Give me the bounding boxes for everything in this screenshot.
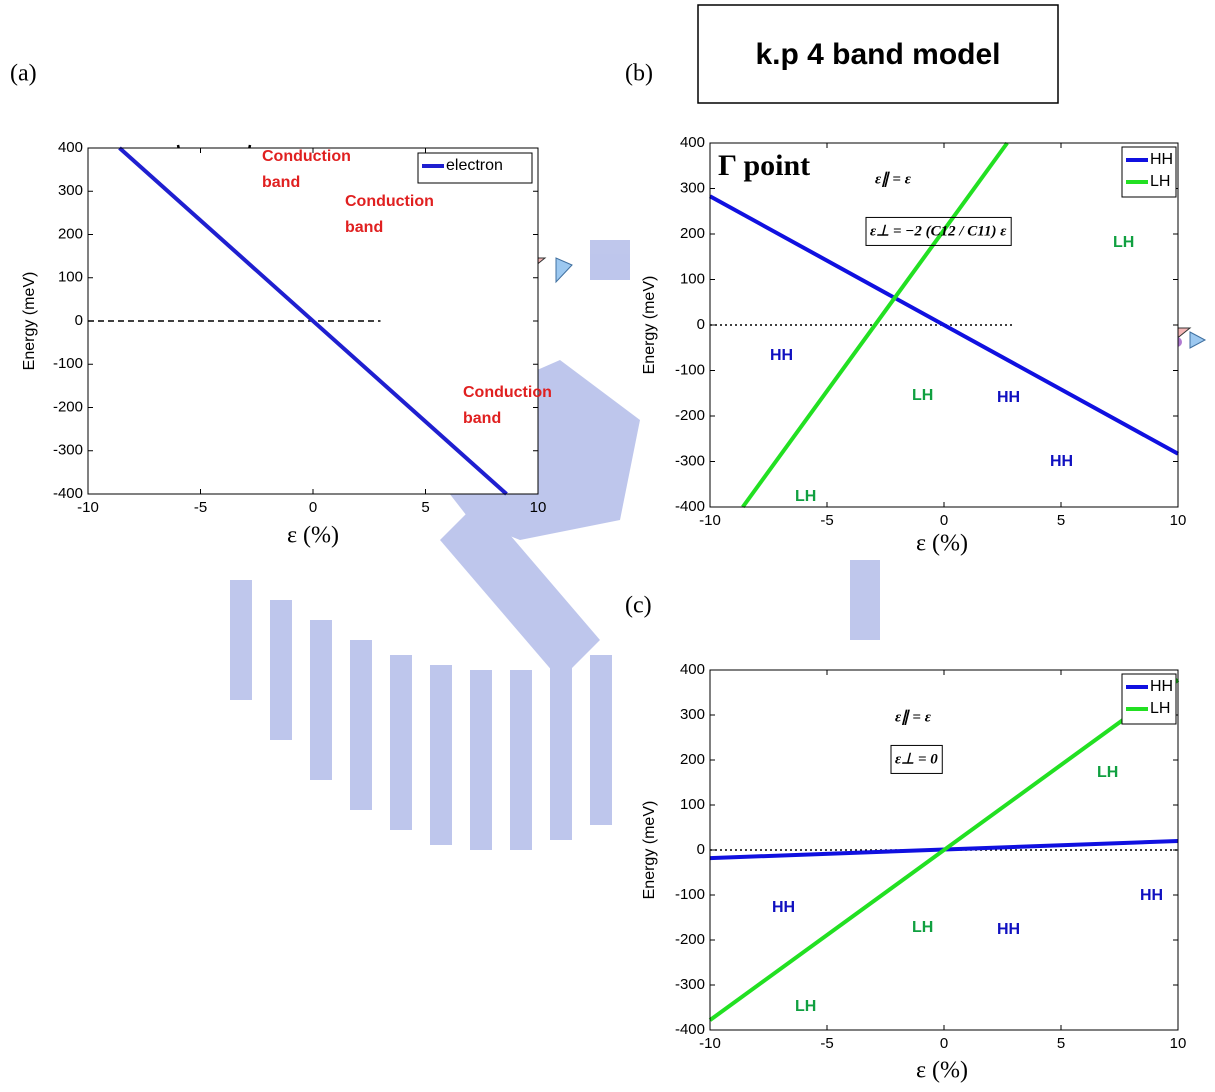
chart: (b) -400 -300 -200 -100 0 100 200 300 400 -10 -5 0 5 1… [625, 61, 1186, 557]
x-tick-label: 0 [940, 512, 948, 529]
x-tick-label: 5 [421, 499, 429, 516]
annotation: HH [997, 921, 1020, 938]
annotation: LH [795, 998, 816, 1015]
y-tick-label: 300 [680, 179, 705, 196]
y-tick-label: -400 [53, 485, 83, 502]
equation: ε⊥ = 0 [895, 751, 938, 767]
chart: (c) -400 -300 -200 -100 0 100 200 300 400 -10 -5 0 5 1… [625, 593, 1186, 1084]
axes-frame [709, 669, 1179, 1031]
annotation: band [262, 174, 300, 191]
x-axis-label: ε (%) [287, 523, 339, 549]
y-tick-label: -200 [675, 407, 705, 424]
axes-frame [87, 147, 539, 495]
annotation: LH [912, 387, 933, 404]
legend-box [1121, 146, 1177, 198]
y-tick-label: 100 [680, 270, 705, 287]
x-tick-label: 0 [309, 499, 317, 516]
x-tick-label: 10 [1170, 1035, 1187, 1052]
y-tick-label: -200 [675, 931, 705, 948]
y-tick-label: -400 [675, 1021, 705, 1038]
y-tick-label: -100 [675, 361, 705, 378]
annotation: HH [1140, 887, 1163, 904]
y-tick-label: 300 [58, 182, 83, 199]
panel-label: (a) [10, 61, 37, 87]
equation-box [890, 744, 943, 774]
x-tick-label: 5 [1057, 1035, 1065, 1052]
y-tick-label: 400 [58, 139, 83, 156]
x-tick-label: -5 [820, 512, 833, 529]
x-tick-label: 10 [530, 499, 547, 516]
annotation: HH [1050, 453, 1073, 470]
legend-label: HH [1150, 151, 1173, 168]
annotation: Conduction [463, 384, 552, 401]
y-tick-label: 100 [58, 269, 83, 286]
y-axis-label: Energy (meV) [21, 272, 38, 371]
series-line [708, 678, 1180, 1022]
y-tick-label: -300 [53, 442, 83, 459]
annotation: HH [772, 899, 795, 916]
panel-label: (c) [625, 593, 652, 619]
annotation: HH [997, 389, 1020, 406]
x-axis-label: ε (%) [916, 531, 968, 557]
y-tick-label: 100 [680, 796, 705, 813]
x-tick-label: 5 [1057, 512, 1065, 529]
axes-frame [709, 142, 1179, 508]
y-tick-label: -100 [53, 355, 83, 372]
annotation: LH [912, 919, 933, 936]
y-tick-label: 0 [697, 316, 705, 333]
y-tick-label: -300 [675, 976, 705, 993]
equation: ε∥ = ε [895, 709, 932, 725]
panel-label: (b) [625, 61, 653, 87]
title: k.p 4 band model [755, 38, 1000, 71]
y-tick-label: 400 [680, 661, 705, 678]
series-line [709, 194, 1179, 456]
annotation: LH [1097, 764, 1118, 781]
y-tick-label: -100 [675, 886, 705, 903]
equation: ε∥ = ε [875, 171, 912, 187]
legend-label: electron [446, 157, 503, 174]
x-tick-label: -10 [699, 512, 721, 529]
legend-box [1121, 673, 1177, 725]
y-tick-label: -300 [675, 452, 705, 469]
y-tick-label: 400 [680, 134, 705, 151]
y-tick-label: -200 [53, 398, 83, 415]
annotation: LH [795, 488, 816, 505]
annotation: band [463, 410, 501, 427]
series-line [118, 146, 508, 496]
x-tick-label: -5 [194, 499, 207, 516]
x-tick-label: -10 [699, 1035, 721, 1052]
x-tick-label: 0 [940, 1035, 948, 1052]
equation: ε⊥ = −2 (C12 / C11) ε [870, 223, 1007, 239]
y-tick-label: 300 [680, 706, 705, 723]
title-box [697, 4, 1059, 104]
annotation: HH [770, 347, 793, 364]
legend-label: HH [1150, 678, 1173, 695]
annotation: Γ point [718, 149, 810, 182]
series-line [741, 141, 1009, 509]
y-axis-label: Energy (meV) [641, 801, 658, 900]
y-tick-label: 0 [697, 841, 705, 858]
x-tick-label: -5 [820, 1035, 833, 1052]
annotation: Conduction [345, 193, 434, 210]
y-tick-label: 200 [58, 225, 83, 242]
annotation: Conduction [262, 148, 351, 165]
y-axis-label: Energy (meV) [641, 276, 658, 375]
chart: (a) -400 -300 -200 -100 0 100 200 300 400 -10 -5 0 5 1… [10, 61, 552, 549]
y-tick-label: -400 [675, 498, 705, 515]
annotation: band [345, 219, 383, 236]
x-tick-label: -10 [77, 499, 99, 516]
legend-label: LH [1150, 173, 1170, 190]
y-tick-label: 0 [75, 312, 83, 329]
legend-label: LH [1150, 700, 1170, 717]
x-tick-label: 10 [1170, 512, 1187, 529]
equation-box [865, 216, 1012, 246]
x-axis-label: ε (%) [916, 1058, 968, 1084]
y-tick-label: 200 [680, 751, 705, 768]
annotation: LH [1113, 234, 1134, 251]
y-tick-label: 200 [680, 225, 705, 242]
